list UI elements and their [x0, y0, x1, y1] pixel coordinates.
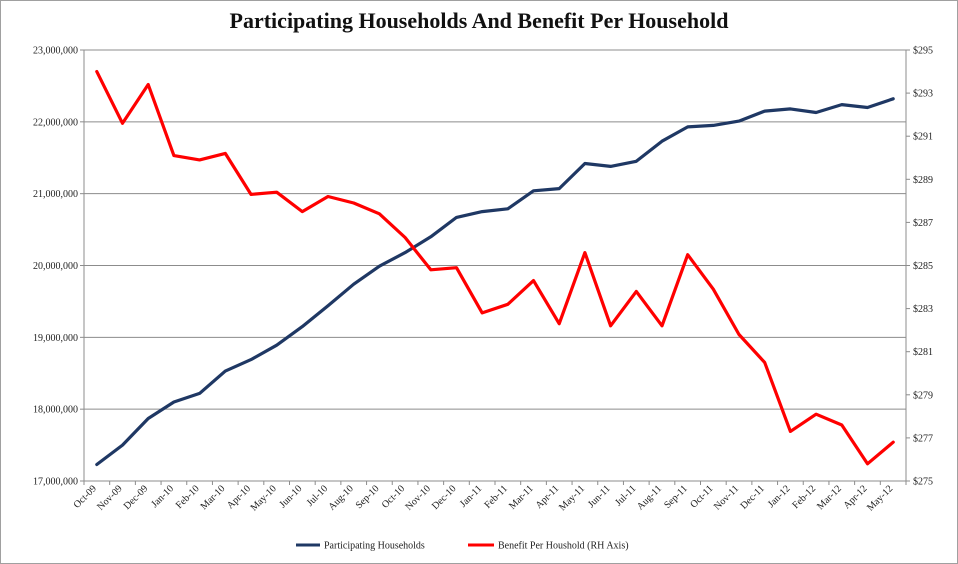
series-line — [95, 69, 895, 466]
left-tick-label: 20,000,000 — [33, 261, 78, 272]
x-tick-label: Mar-11 — [507, 483, 536, 512]
gridlines — [84, 49, 906, 410]
right-tick-label: $277 — [913, 433, 933, 444]
x-tick-label: Mar-10 — [199, 483, 228, 512]
x-tick-label: Jun-11 — [586, 483, 613, 510]
x-tick-label: Dec-11 — [739, 483, 767, 511]
x-tick-label: Sep-10 — [354, 483, 382, 511]
right-tick-label: $275 — [913, 477, 933, 488]
legend-label: Participating Households — [324, 541, 425, 552]
right-tick-label: $291 — [913, 132, 933, 143]
x-tick-label: Jun-10 — [277, 483, 304, 510]
axes — [80, 49, 910, 485]
x-tick-label: Jan-12 — [766, 483, 793, 510]
x-tick-label: May-11 — [557, 483, 587, 513]
left-tick-label: 22,000,000 — [33, 117, 78, 128]
x-tick-label: Feb-11 — [482, 483, 510, 511]
x-tick-label: Sep-11 — [662, 483, 690, 511]
x-tick-label: Feb-12 — [790, 483, 818, 511]
x-tick-label: Jan-11 — [458, 483, 484, 509]
right-tick-label: $285 — [913, 261, 933, 272]
series-line — [95, 97, 895, 467]
left-tick-label: 18,000,000 — [33, 405, 78, 416]
x-tick-label: Jan-10 — [149, 483, 176, 510]
x-tick-label: Aug-11 — [635, 483, 664, 512]
x-tick-label: Oct-10 — [380, 483, 407, 510]
x-tick-label: May-10 — [249, 483, 279, 513]
x-tick-label: Oct-11 — [688, 483, 715, 510]
x-tick-label: Dec-09 — [122, 483, 151, 512]
left-tick-label: 23,000,000 — [33, 46, 78, 57]
series-lines — [95, 69, 895, 467]
x-tick-label: Feb-10 — [174, 483, 202, 511]
right-tick-label: $287 — [913, 218, 933, 229]
right-tick-label: $293 — [913, 89, 933, 100]
legend-label: Benefit Per Houshold (RH Axis) — [498, 541, 629, 552]
x-tick-label: Dec-10 — [430, 483, 459, 512]
legend: Participating Households Benefit Per Hous… — [296, 541, 629, 552]
chart-title: Participating Households And Benefit Per… — [229, 8, 729, 33]
right-tick-label: $279 — [913, 390, 933, 401]
x-tick-label: Mar-12 — [815, 483, 844, 512]
right-tick-label: $281 — [913, 347, 933, 358]
right-tick-label: $289 — [913, 175, 933, 186]
left-tick-label: 17,000,000 — [33, 477, 78, 488]
x-tick-label: Apr-11 — [534, 483, 562, 511]
right-tick-label: $295 — [913, 46, 933, 57]
x-tick-label: Nov-09 — [95, 483, 124, 512]
x-tick-label: May-12 — [865, 483, 895, 513]
x-tick-label: Nov-11 — [712, 483, 741, 512]
right-axis-tick-labels: $275 $277 $279 $281 $283 $285 $287 $289 $291 $293… — [913, 46, 933, 488]
left-tick-label: 19,000,000 — [33, 333, 78, 344]
right-tick-label: $283 — [913, 304, 933, 315]
x-tick-label: Nov-10 — [404, 483, 433, 512]
x-tick-label: Aug-10 — [326, 483, 355, 512]
left-axis-tick-labels: 17,000,000 18,000,000 19,000,000 20,000,000… — [33, 46, 78, 488]
left-tick-label: 21,000,000 — [33, 189, 78, 200]
